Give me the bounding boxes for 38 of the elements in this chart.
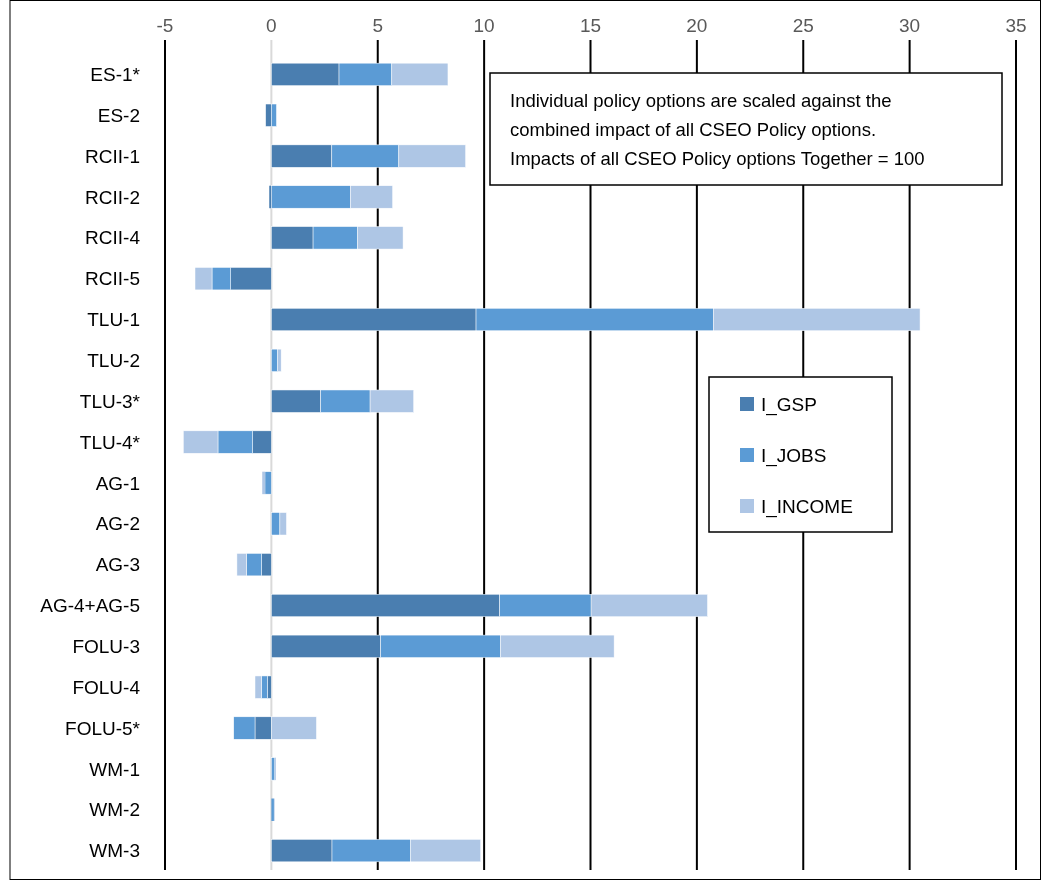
bar [264,471,272,495]
legend-label: I_GSP [761,393,817,416]
y-tick-label: FOLU-5* [65,717,141,739]
y-tick-label: FOLU-4 [72,676,141,698]
legend-label: I_JOBS [761,444,827,467]
y-tick-label: AG-3 [95,554,140,576]
x-tick-label: -5 [156,15,174,36]
y-tick-label: AG-4+AG-5 [40,595,140,617]
y-tick-label: TLU-4* [79,431,141,453]
y-tick-label: AG-1 [95,472,140,494]
x-tick-label: 35 [1005,15,1027,36]
y-tick-label: RCII-2 [85,186,140,208]
x-tick-label: 15 [579,15,602,36]
x-tick-label: 30 [899,15,921,36]
bar [269,185,272,209]
y-tick-label: ES-2 [97,104,140,126]
y-tick-label: FOLU-3 [72,635,140,657]
y-tick-label: WM-3 [89,840,140,862]
y-tick-label: RCII-5 [85,268,140,290]
bar [271,348,279,372]
y-tick-label: RCII-4 [85,227,141,249]
y-tick-label: WM-2 [89,799,140,821]
y-tick-label: AG-2 [95,513,140,535]
x-tick-label: 20 [686,15,708,36]
x-tick-label: 10 [473,15,495,36]
y-tick-label: RCII-1 [85,145,140,167]
y-tick-label: TLU-3* [79,390,141,412]
bar [262,471,265,495]
x-tick-label: 5 [372,15,384,36]
y-tick-label: TLU-2 [87,350,140,372]
y-tick-label: WM-1 [89,758,140,780]
x-tick-label: 0 [266,15,277,36]
note-box: Individual policy options are scaled against the combined impact of all CSEO Policy options. Impacts of all CSEO Policy options Together = 100 [489,72,1003,186]
x-tick-label: 25 [792,15,814,36]
legend-label: I_INCOME [761,495,853,518]
y-tick-label: ES-1* [90,64,141,86]
y-tick-label: TLU-1 [87,309,140,331]
annotation: Individual policy options are scaled against the combined impact of all CSEO Policy options. Impacts of all CSEO Policy options Together = 100 [510,90,925,169]
